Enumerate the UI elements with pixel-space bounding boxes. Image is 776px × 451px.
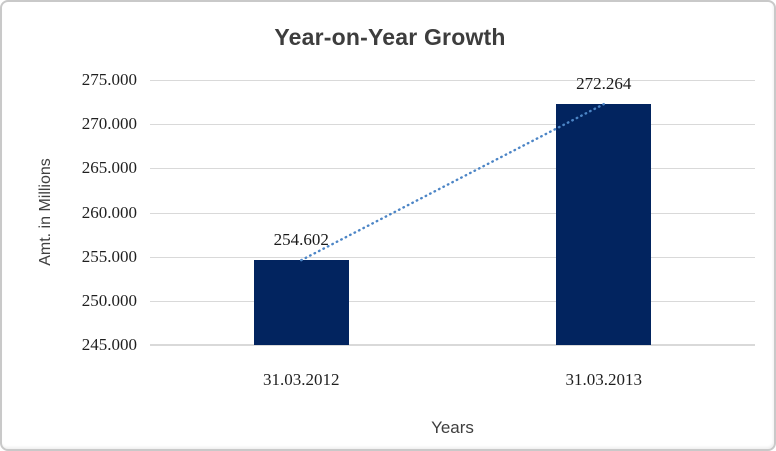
trendline-dotted-line (300, 102, 605, 262)
y-tick-label: 245.000 (81, 335, 137, 354)
gridline (150, 168, 755, 170)
chart-title: Year-on-Year Growth (274, 24, 506, 50)
bar-31.03.2012 (253, 260, 349, 345)
gridline (150, 212, 755, 214)
data-label: 272.264 (576, 74, 632, 94)
x-axis-title: Years (431, 418, 474, 437)
x-tick-label: 31.03.2012 (263, 370, 340, 389)
y-tick-label: 250.000 (81, 290, 137, 310)
y-axis-title: Amt. in Millions (37, 158, 54, 266)
gridline (150, 80, 755, 81)
y-tick-label: 260.000 (81, 202, 137, 222)
gridline (150, 345, 755, 346)
gridline (150, 300, 755, 302)
plot-area (150, 80, 755, 346)
gridline (150, 256, 755, 258)
x-tick-label: 31.03.2013 (565, 370, 643, 389)
gridline (150, 124, 755, 126)
x-axis-line (150, 344, 755, 345)
y-tick-label: 265.000 (81, 158, 137, 178)
y-tick-label: 255.000 (81, 246, 137, 266)
y-tick-label: 270.000 (81, 114, 137, 134)
bar-31.03.2013 (556, 104, 652, 345)
y-tick-label: 275.000 (81, 70, 137, 89)
data-label: 254.602 (273, 230, 329, 250)
trendline (300, 102, 605, 262)
